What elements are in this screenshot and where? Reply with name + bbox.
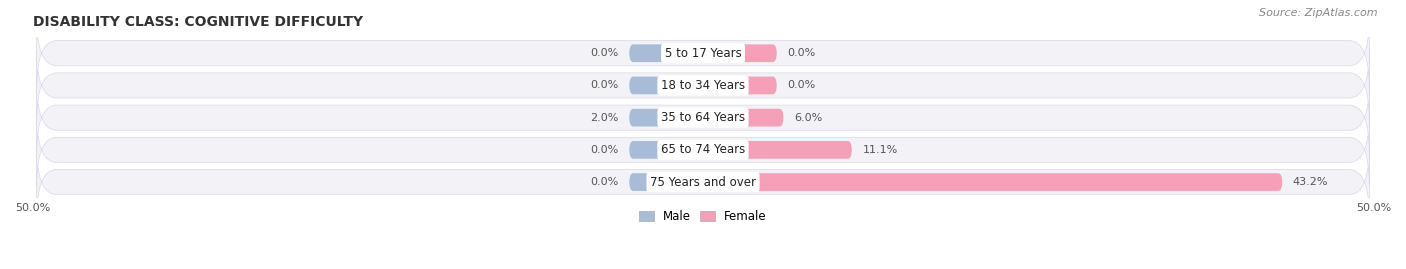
Text: 0.0%: 0.0% xyxy=(591,177,619,187)
Text: 18 to 34 Years: 18 to 34 Years xyxy=(661,79,745,92)
FancyBboxPatch shape xyxy=(37,82,1369,153)
Text: 11.1%: 11.1% xyxy=(862,145,898,155)
FancyBboxPatch shape xyxy=(630,109,703,126)
Text: 75 Years and over: 75 Years and over xyxy=(650,176,756,189)
Text: 2.0%: 2.0% xyxy=(591,113,619,123)
FancyBboxPatch shape xyxy=(37,146,1369,218)
Text: 5 to 17 Years: 5 to 17 Years xyxy=(665,47,741,60)
Text: 35 to 64 Years: 35 to 64 Years xyxy=(661,111,745,124)
FancyBboxPatch shape xyxy=(630,77,703,94)
FancyBboxPatch shape xyxy=(703,109,783,126)
Text: 0.0%: 0.0% xyxy=(787,80,815,90)
Text: 0.0%: 0.0% xyxy=(787,48,815,58)
Text: DISABILITY CLASS: COGNITIVE DIFFICULTY: DISABILITY CLASS: COGNITIVE DIFFICULTY xyxy=(32,15,363,29)
FancyBboxPatch shape xyxy=(630,44,703,62)
Text: 65 to 74 Years: 65 to 74 Years xyxy=(661,143,745,156)
FancyBboxPatch shape xyxy=(703,77,776,94)
FancyBboxPatch shape xyxy=(703,141,852,159)
FancyBboxPatch shape xyxy=(37,17,1369,89)
FancyBboxPatch shape xyxy=(703,173,1282,191)
Text: 6.0%: 6.0% xyxy=(794,113,823,123)
FancyBboxPatch shape xyxy=(630,173,703,191)
Text: 0.0%: 0.0% xyxy=(591,80,619,90)
Text: 43.2%: 43.2% xyxy=(1294,177,1329,187)
FancyBboxPatch shape xyxy=(703,44,776,62)
FancyBboxPatch shape xyxy=(37,50,1369,121)
Legend: Male, Female: Male, Female xyxy=(634,205,772,228)
FancyBboxPatch shape xyxy=(37,114,1369,186)
Text: Source: ZipAtlas.com: Source: ZipAtlas.com xyxy=(1260,8,1378,18)
FancyBboxPatch shape xyxy=(630,141,703,159)
Text: 0.0%: 0.0% xyxy=(591,145,619,155)
Text: 0.0%: 0.0% xyxy=(591,48,619,58)
